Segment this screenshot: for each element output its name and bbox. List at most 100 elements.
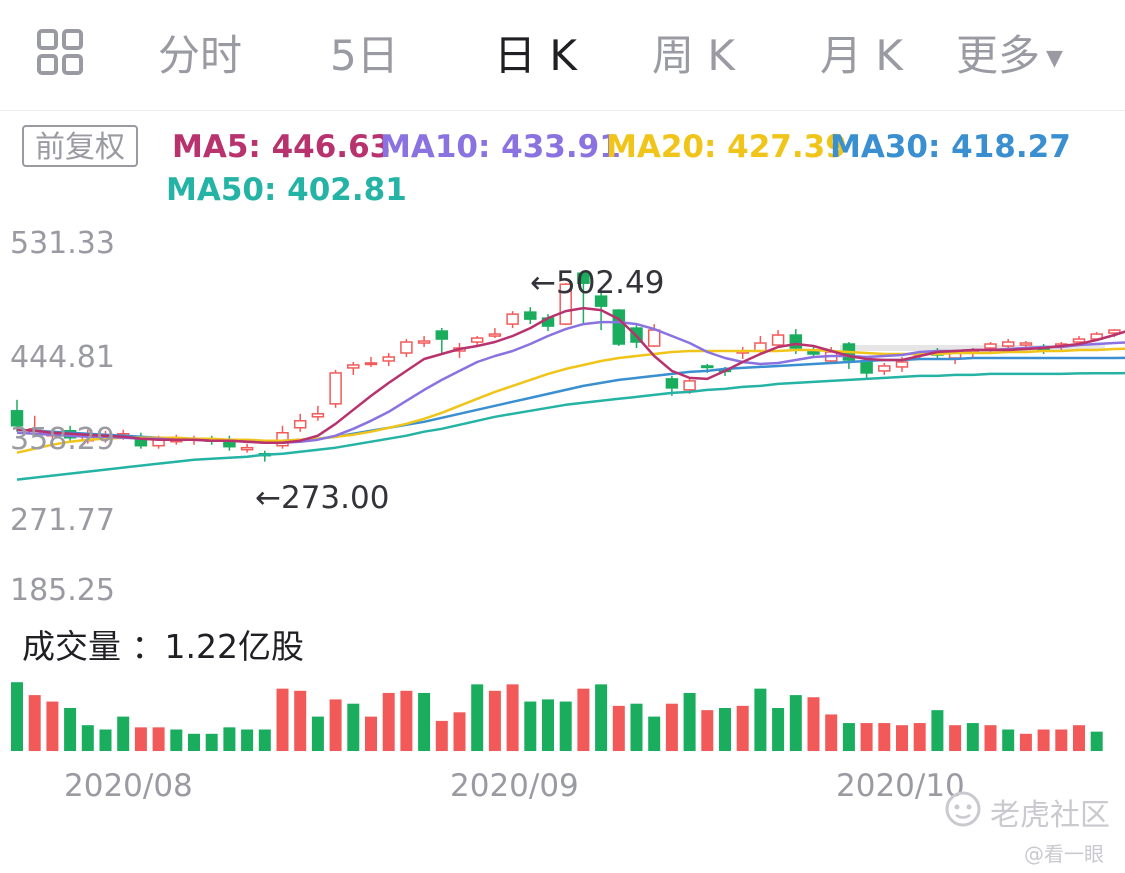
volume-bar [46, 701, 59, 751]
y-tick-label: 271.77 [10, 503, 115, 538]
volume-bar [1037, 729, 1050, 751]
volume-bar [807, 697, 820, 751]
volume-bar [630, 703, 643, 751]
tab-five-day[interactable]: 5日 [330, 31, 399, 80]
volume-label: 成交量 ：1.22亿股 [22, 627, 304, 666]
candle-up [470, 337, 484, 343]
volume-bar [205, 733, 218, 751]
legend-ma50: MA50: 402.81 [166, 172, 407, 208]
volume-bar [311, 716, 324, 751]
max-price-annotation: ←502.49 [530, 265, 665, 301]
candle-up [1001, 341, 1015, 347]
y-tick-label: 444.81 [10, 340, 115, 375]
volume-bar [81, 725, 94, 751]
volume-bar [648, 716, 661, 751]
volume-bar [453, 712, 466, 751]
volume-bar [913, 723, 926, 751]
volume-bar [931, 710, 944, 751]
legend-ma20: MA20: 427.39 [606, 129, 847, 165]
tiger-logo-icon [945, 791, 981, 827]
volume-bar [347, 703, 360, 751]
volume-bar [577, 688, 590, 751]
volume-bar [524, 701, 537, 751]
y-tick-label: 531.33 [10, 226, 115, 261]
tab-month-k[interactable]: 月 K [820, 31, 903, 80]
volume-bar [28, 695, 41, 751]
volume-bar [170, 729, 183, 751]
adjust-mode-button[interactable]: 前复权 [22, 125, 138, 167]
volume-bar [719, 708, 731, 751]
watermark-user: @看一眼 [1024, 842, 1104, 866]
volume-bar [665, 703, 678, 751]
candle-down [701, 365, 714, 369]
volume-bar [842, 723, 855, 751]
candle-down [612, 309, 626, 345]
candle-down [789, 334, 803, 349]
volume-bar [152, 727, 165, 751]
candle-up [647, 329, 661, 347]
volume-bar [789, 695, 802, 751]
volume-bar [64, 708, 77, 751]
candle-down [577, 272, 590, 284]
period-tab-bar: 分时 5日 日 K 周 K 月 K 更多 ▼ [0, 0, 1125, 111]
volume-bar [188, 733, 200, 751]
volume-bar [294, 690, 307, 751]
volume-bar [595, 684, 608, 751]
volume-bar [878, 723, 891, 751]
volume-bar [418, 692, 431, 751]
candle-up [1019, 342, 1033, 346]
y-tick-label: 185.25 [10, 573, 115, 608]
ma50-line [16, 371, 1125, 481]
volume-bar [382, 692, 395, 751]
min-price-annotation: ←273.00 [255, 480, 390, 516]
tab-minute[interactable]: 分时 [158, 31, 243, 80]
candle-down [860, 360, 873, 374]
volume-bar [400, 690, 413, 751]
volume-bar [542, 699, 554, 751]
candle-up [771, 334, 785, 346]
volume-bar [949, 725, 962, 751]
candle-up [329, 372, 342, 405]
legend-ma10: MA10: 433.91 [380, 129, 621, 165]
candle-down [594, 295, 608, 307]
volume-bar [1055, 729, 1068, 751]
volume-bar [701, 710, 714, 751]
volume-bar [966, 723, 979, 751]
tab-week-k[interactable]: 周 K [652, 31, 735, 80]
volume-bar [754, 688, 767, 751]
volume-bar [134, 727, 147, 751]
candle-up [878, 365, 891, 372]
volume-bar [896, 725, 908, 751]
candle-down [435, 330, 449, 340]
volume-bar [329, 699, 342, 751]
tab-more[interactable]: 更多 ▼ [956, 22, 1063, 83]
candle-up [240, 446, 254, 451]
volume-bar [471, 684, 484, 751]
x-tick-label: 2020/09 [450, 768, 579, 804]
volume-bar [99, 729, 112, 751]
legend-ma5: MA5: 446.63 [172, 129, 392, 165]
candle-up [683, 380, 696, 391]
volume-bar [683, 692, 696, 751]
candle-down [524, 311, 537, 320]
caret-down-icon: ▼ [1046, 46, 1063, 71]
candle-up [417, 340, 431, 344]
candle-up [506, 313, 519, 325]
volume-bar [736, 705, 749, 751]
volume-bar [825, 714, 838, 751]
volume-bar [241, 729, 254, 751]
candle-down [10, 410, 24, 427]
grid-menu-icon[interactable] [36, 28, 84, 76]
candle-up [400, 341, 413, 354]
ma10-line [16, 320, 1125, 444]
candle-up [293, 420, 307, 429]
ma5-line [16, 306, 1125, 444]
tab-day-k[interactable]: 日 K [494, 31, 577, 80]
candle-up [347, 364, 360, 369]
volume-bar [1073, 725, 1085, 751]
volume-bar [559, 701, 572, 751]
volume-bar [435, 720, 448, 751]
volume-bar [984, 725, 997, 751]
tab-more-label: 更多 [956, 31, 1041, 80]
